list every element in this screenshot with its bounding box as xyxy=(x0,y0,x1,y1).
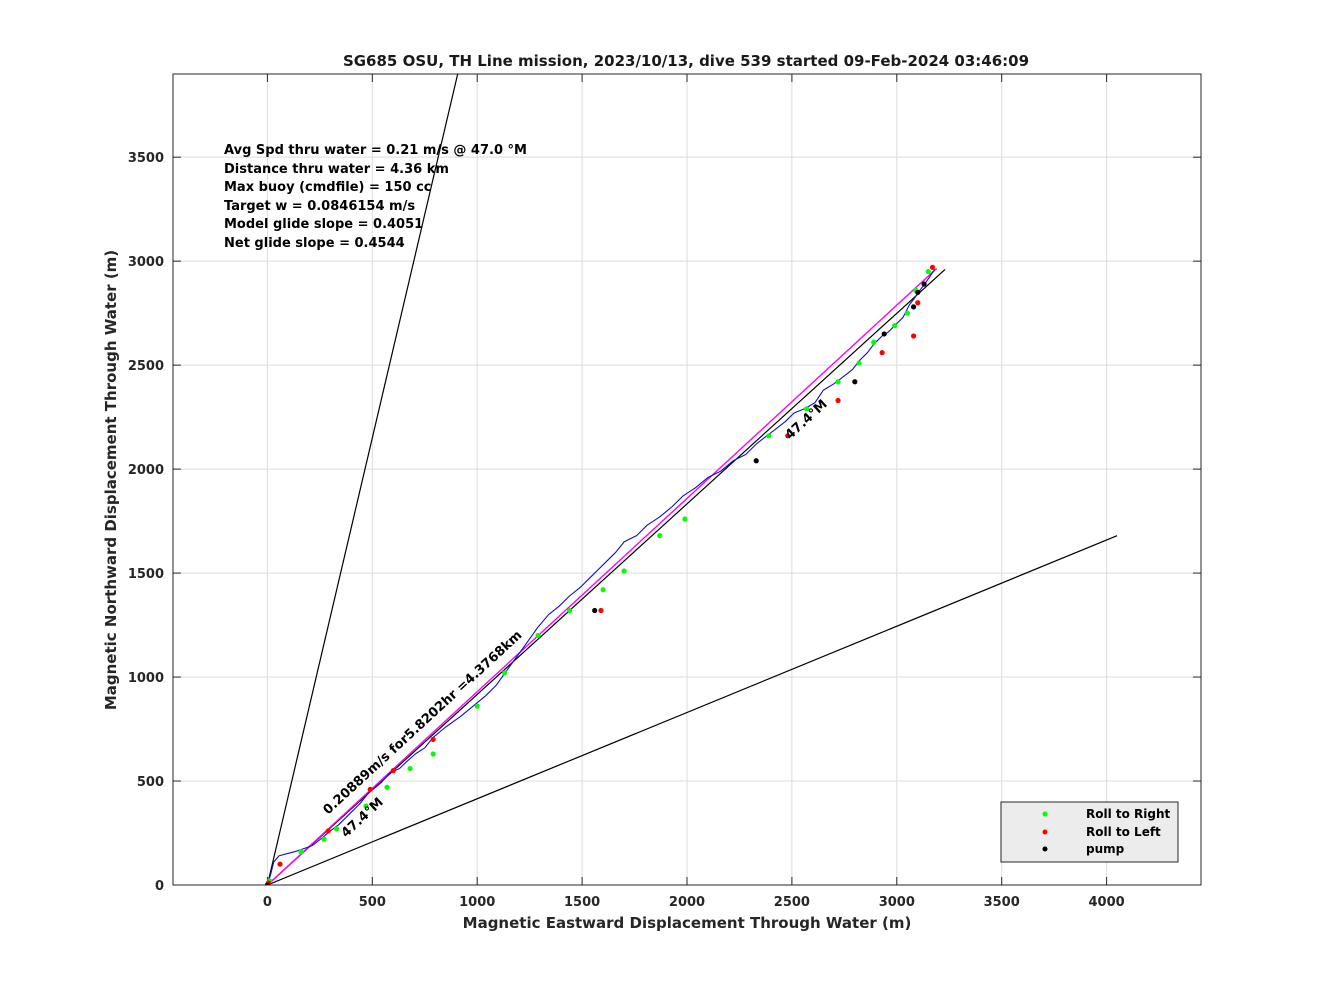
roll-right-marker xyxy=(334,826,340,832)
roll-right-marker xyxy=(600,587,606,593)
legend-label-roll-right: Roll to Right xyxy=(1086,807,1171,821)
reference-line-bound-lower xyxy=(267,535,1118,885)
pump-marker xyxy=(264,882,271,885)
roll-left-marker xyxy=(277,861,283,867)
plot-content xyxy=(264,74,1118,885)
roll-right-marker xyxy=(856,360,862,366)
x-tick-label: 1000 xyxy=(459,895,495,910)
roll-right-marker xyxy=(904,310,910,316)
pump-marker xyxy=(910,304,917,310)
y-tick-label: 3500 xyxy=(128,151,164,166)
legend-marker-pump xyxy=(1042,846,1048,852)
x-tick-label: 1500 xyxy=(564,895,600,910)
x-tick-label: 0 xyxy=(263,895,272,910)
roll-right-marker xyxy=(298,849,304,855)
stats-text-block: Avg Spd thru water = 0.21 m/s @ 47.0 °M … xyxy=(224,143,527,251)
x-axis-label: Magnetic Eastward Displacement Through W… xyxy=(463,914,912,932)
legend: Roll to Right Roll to Left pump xyxy=(1000,801,1179,863)
roll-right-marker xyxy=(766,433,772,439)
y-tick-label: 2000 xyxy=(128,463,164,478)
x-axis-ticks: 0 500 1000 1500 2000 2500 3000 3500 4000 xyxy=(263,74,1125,910)
roll-left-marker xyxy=(929,264,936,270)
roll-right-marker xyxy=(835,379,841,385)
reference-line-net-track xyxy=(266,267,938,885)
roll-left-marker xyxy=(325,828,331,834)
pump-marker xyxy=(881,331,887,337)
pump-marker xyxy=(753,458,759,464)
pump-marker xyxy=(592,607,598,614)
roll-left-marker xyxy=(367,786,373,792)
x-tick-label: 500 xyxy=(359,895,386,910)
roll-left-marker xyxy=(879,350,885,356)
stat-distance: Distance thru water = 4.36 km xyxy=(224,162,449,177)
chart-title: SG685 OSU, TH Line mission, 2023/10/13, … xyxy=(343,52,1029,70)
reference-line-heading-line xyxy=(267,269,946,885)
stat-model-glide-slope: Model glide slope = 0.4051 xyxy=(224,217,423,232)
reference-line-bound-upper xyxy=(266,74,459,885)
roll-right-marker xyxy=(430,751,436,757)
stat-max-buoy: Max buoy (cmdfile) = 150 cc xyxy=(224,180,431,195)
legend-marker-roll-left xyxy=(1042,829,1048,835)
stat-avg-speed: Avg Spd thru water = 0.21 m/s @ 47.0 °M xyxy=(224,143,527,158)
y-tick-label: 1000 xyxy=(128,671,164,686)
roll-right-marker xyxy=(682,516,688,522)
roll-right-marker xyxy=(363,803,369,809)
y-tick-label: 3000 xyxy=(128,255,164,270)
roll-left-marker xyxy=(598,607,604,614)
roll-right-marker xyxy=(925,268,931,275)
y-axis-ticks: 0 500 1000 1500 2000 2500 3000 3500 xyxy=(128,151,1201,894)
reference-lines xyxy=(266,74,1118,885)
legend-label-roll-left: Roll to Left xyxy=(1086,825,1161,839)
y-tick-label: 500 xyxy=(137,775,164,790)
legend-label-pump: pump xyxy=(1086,842,1125,856)
roll-left-marker xyxy=(390,768,396,774)
x-tick-label: 4000 xyxy=(1088,895,1124,910)
x-tick-label: 3000 xyxy=(879,895,915,910)
legend-marker-roll-right xyxy=(1042,811,1048,817)
roll-left-marker xyxy=(835,397,841,404)
x-tick-label: 2500 xyxy=(774,895,810,910)
pump-marker xyxy=(852,379,858,385)
roll-left-marker xyxy=(785,433,791,439)
roll-right-marker xyxy=(384,784,390,790)
roll-left-marker xyxy=(915,300,921,306)
roll-right-marker xyxy=(474,703,480,709)
y-tick-label: 1500 xyxy=(128,567,164,582)
marker-group xyxy=(264,264,936,885)
pump-marker xyxy=(915,289,921,295)
axes-box xyxy=(172,73,1202,886)
roll-right-marker xyxy=(321,836,327,842)
roll-left-marker xyxy=(910,333,917,339)
roll-right-marker xyxy=(621,568,627,574)
roll-right-marker xyxy=(892,323,898,329)
roll-right-marker xyxy=(871,339,877,345)
roll-right-marker xyxy=(501,670,508,676)
roll-right-marker xyxy=(535,632,541,639)
pump-marker xyxy=(921,281,927,287)
legend-box xyxy=(1000,801,1179,863)
roll-right-marker xyxy=(566,607,573,614)
x-tick-label: 3500 xyxy=(984,895,1020,910)
stat-target-w: Target w = 0.0846154 m/s xyxy=(224,199,415,214)
x-tick-label: 2000 xyxy=(669,895,705,910)
roll-left-marker xyxy=(430,736,436,743)
y-tick-label: 2500 xyxy=(128,359,164,374)
roll-right-marker xyxy=(657,533,663,539)
stat-net-glide-slope: Net glide slope = 0.4544 xyxy=(224,236,405,251)
roll-right-marker xyxy=(803,406,810,412)
y-tick-label: 0 xyxy=(155,879,164,894)
roll-right-marker xyxy=(407,765,413,772)
y-axis-label: Magnetic Northward Displacement Through … xyxy=(102,250,120,710)
